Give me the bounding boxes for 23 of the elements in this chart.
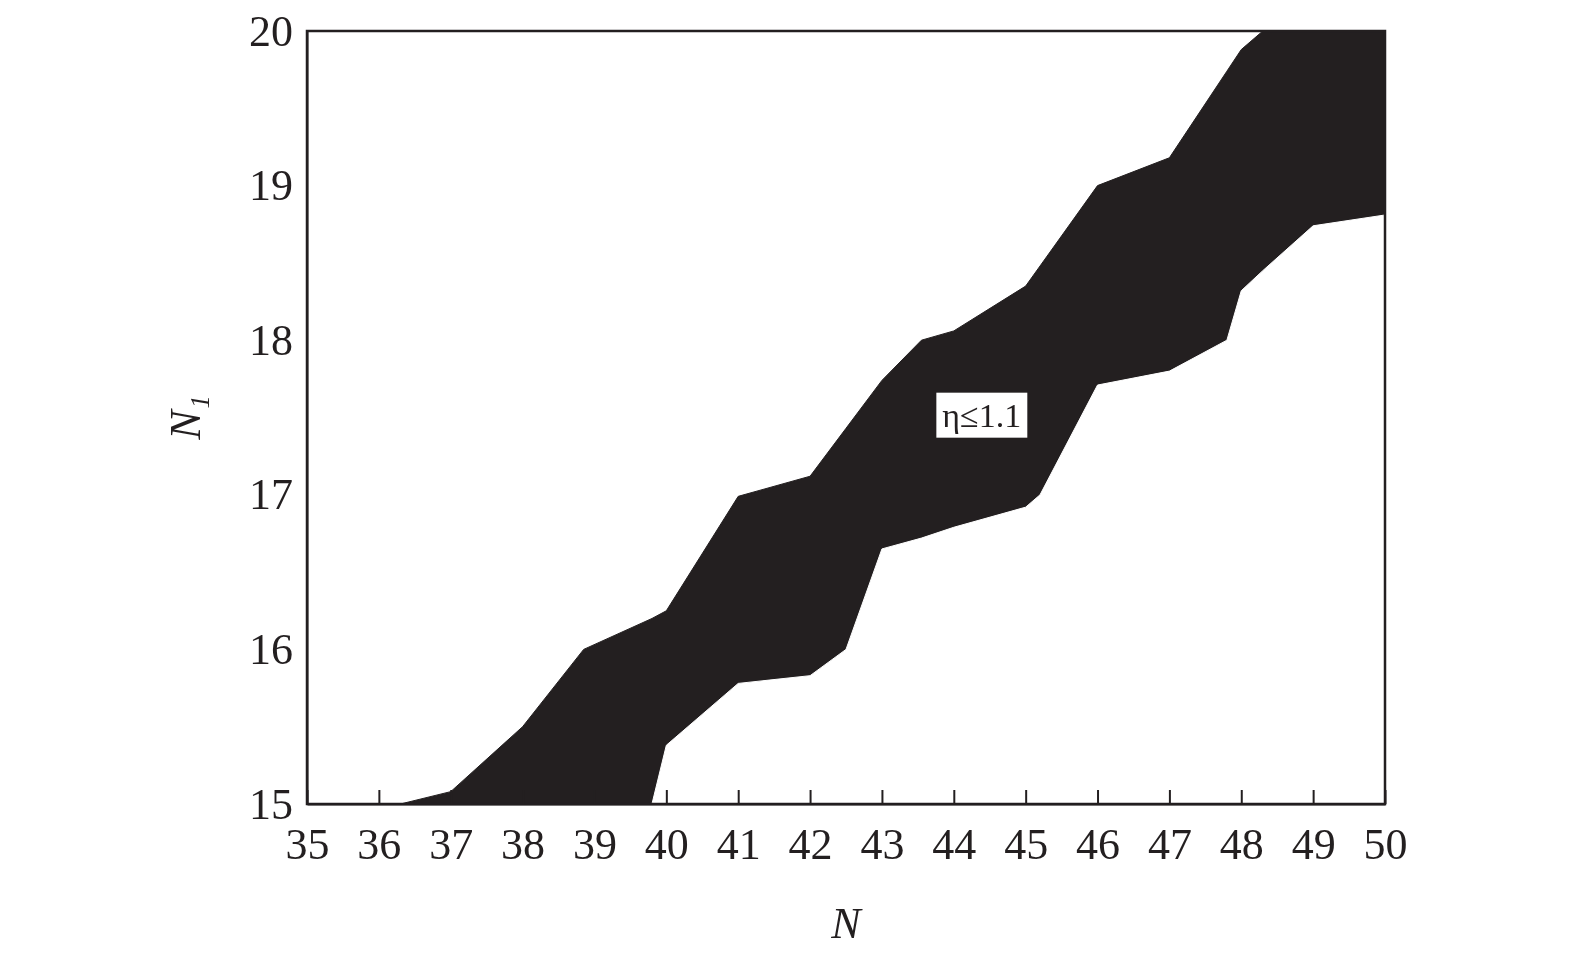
x-tick-label: 46 (1076, 820, 1121, 870)
x-tick-label: 45 (1004, 820, 1049, 870)
x-tick-label: 40 (644, 820, 689, 870)
y-tick-label: 16 (249, 624, 293, 674)
x-tick-label: 39 (572, 820, 617, 870)
y-tick-label: 20 (249, 6, 293, 56)
y-tick-label: 18 (249, 315, 293, 365)
y-tick-label: 17 (249, 470, 293, 520)
x-axis-title: N (830, 899, 864, 948)
x-tick-label: 42 (788, 820, 833, 870)
x-tick-label: 41 (716, 820, 761, 870)
x-tick-label: 49 (1291, 820, 1336, 870)
x-tick-label: 43 (860, 820, 905, 870)
x-tick-label: 44 (932, 820, 977, 870)
x-tick-label: 37 (429, 820, 474, 870)
x-tick-label: 38 (501, 820, 546, 870)
annotation: η≤1.1 (942, 396, 1022, 434)
x-tick-label: 50 (1363, 820, 1408, 870)
x-tick-label: 48 (1219, 820, 1264, 870)
x-tick-label: 36 (357, 820, 402, 870)
y-axis-title: N₁ (161, 395, 210, 441)
y-tick-label: 19 (249, 161, 293, 211)
x-tick-label: 47 (1147, 820, 1192, 870)
